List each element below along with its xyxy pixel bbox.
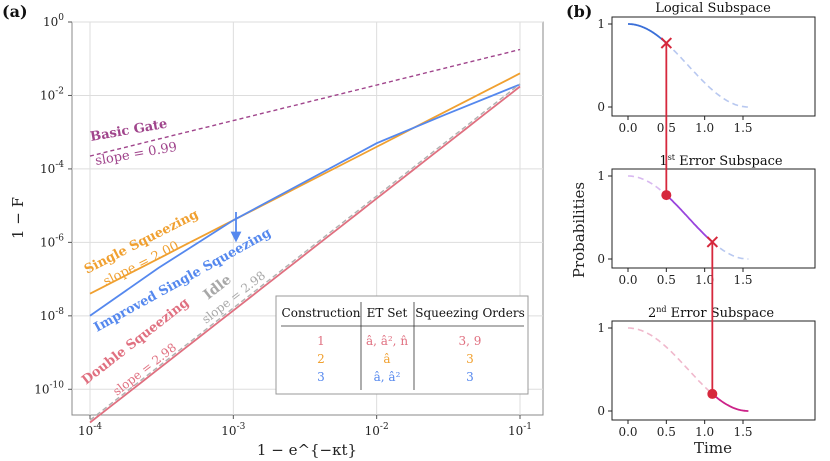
jump-dot-2	[707, 388, 718, 399]
subplot-1-ytick-label-0: 0	[597, 100, 605, 114]
jump-cross-1	[660, 37, 673, 49]
quantum-jumps	[660, 37, 719, 399]
subplot-1-xtick-label-0: 0.0	[618, 121, 637, 135]
table-row-1-orders: 3, 9	[459, 334, 482, 348]
table-header-squeezing-orders: Squeezing Orders	[415, 306, 524, 320]
subplot-1-faint-curve	[665, 42, 749, 108]
subplot-3-ytick-label-0: 0	[597, 404, 605, 418]
series-idle	[89, 83, 521, 421]
subplot-2-title: 1st Error Subspace	[659, 153, 782, 169]
tick-label-x-3: 10-1	[508, 422, 532, 438]
panel-a-plot: 10-4 10-3 10-2 10-1 100 10-2 10-4 10-6 10-8 10-10…	[9, 13, 544, 459]
jump-cross-2	[706, 236, 719, 248]
table-row-1-construction: 1	[317, 334, 325, 348]
subplot-3-faint-curve	[628, 327, 713, 395]
subplot-3-solid-curve	[711, 393, 749, 412]
subplot-2-faint-curve-after	[711, 241, 749, 260]
tick-label-y-3: 10-6	[40, 233, 64, 249]
subplot-1-solid-curve	[628, 23, 667, 44]
panel-b-ylabel: Probabilities	[570, 182, 588, 278]
tick-label-y-1: 10-2	[40, 86, 64, 102]
subplot-2-faint-curve-before	[628, 175, 667, 196]
panel-b-subplots: 010.00.51.01.5010.00.51.01.5010.00.51.01…	[597, 16, 816, 439]
series-single-squeezing	[89, 72, 521, 295]
subplot-3-ytick-label-1: 1	[597, 321, 605, 335]
subplot-1-ytick-label-1: 1	[597, 17, 605, 31]
tick-label-y-4: 10-8	[40, 307, 64, 323]
tick-label-x-1: 10-3	[221, 422, 245, 438]
subplot-2-solid-curve	[665, 194, 713, 243]
panel-b-plot: Logical Subspace 1st Error Subspace 2nd …	[597, 1, 816, 439]
slope-basic-gate: slope = 0.99	[94, 140, 178, 169]
table-row-2-et-set: â	[383, 352, 390, 366]
panel-a-ylabel: 1 − F	[9, 197, 27, 239]
label-basic-gate: Basic Gate	[89, 117, 168, 145]
subplot-1-frame	[611, 16, 816, 117]
table-header-construction: Construction	[282, 306, 361, 320]
subplot-2-xtick-label-0: 0.0	[618, 273, 637, 287]
series-basic-gate	[89, 48, 521, 157]
table-header-et-set: ET Set	[367, 306, 408, 320]
series-improved-single-squeezing	[89, 83, 521, 317]
table-row-2-orders: 3	[466, 352, 474, 366]
tick-label-x-0: 10-4	[78, 422, 102, 438]
subplot-1-title: Logical Subspace	[655, 1, 771, 16]
construction-table: Construction ET Set Squeezing Orders 1 â…	[275, 295, 529, 395]
tick-label-y-0: 100	[43, 13, 64, 29]
subplot-1-xtick-label-3: 1.5	[733, 121, 752, 135]
tick-label-y-2: 10-4	[40, 160, 64, 176]
table-row-2-construction: 2	[317, 352, 325, 366]
panel-b-label: (b)	[566, 2, 592, 21]
subplot-1-xtick-label-2: 1.0	[695, 121, 714, 135]
table-row-3-orders: 3	[466, 370, 474, 384]
tick-label-x-2: 10-2	[365, 422, 389, 438]
panel-a-xlabel: 1 − e^{−κt}	[257, 441, 357, 459]
tick-label-y-5: 10-10	[34, 380, 64, 396]
jump-dot-1	[661, 190, 672, 201]
subplot-3-xtick-label-3: 1.5	[733, 425, 752, 439]
subplot-3-title: 2nd Error Subspace	[648, 305, 774, 321]
table-row-3-construction: 3	[317, 370, 325, 384]
subplot-2-ytick-label-1: 1	[597, 169, 605, 183]
subplot-2-xtick-label-3: 1.5	[733, 273, 752, 287]
table-frame	[275, 295, 529, 395]
subplot-2-xtick-label-1: 0.5	[657, 273, 676, 287]
subplot-2-frame	[611, 168, 816, 269]
subplot-3-xtick-label-1: 0.5	[657, 425, 676, 439]
subplot-2-xtick-label-2: 1.0	[695, 273, 714, 287]
panel-a-label: (a)	[2, 2, 28, 21]
panel-b-xlabel: Time	[694, 439, 732, 457]
subplot-3-xtick-label-0: 0.0	[618, 425, 637, 439]
series-double-squeezing	[89, 85, 521, 424]
table-row-3-et-set: â, â²	[374, 370, 401, 384]
subplot-3-xtick-label-2: 1.0	[695, 425, 714, 439]
panel-a-series	[89, 48, 521, 424]
subplot-3-frame	[611, 320, 816, 421]
table-row-1-et-set: â, â², n̂	[366, 334, 408, 348]
subplot-2-ytick-label-0: 0	[597, 252, 605, 266]
